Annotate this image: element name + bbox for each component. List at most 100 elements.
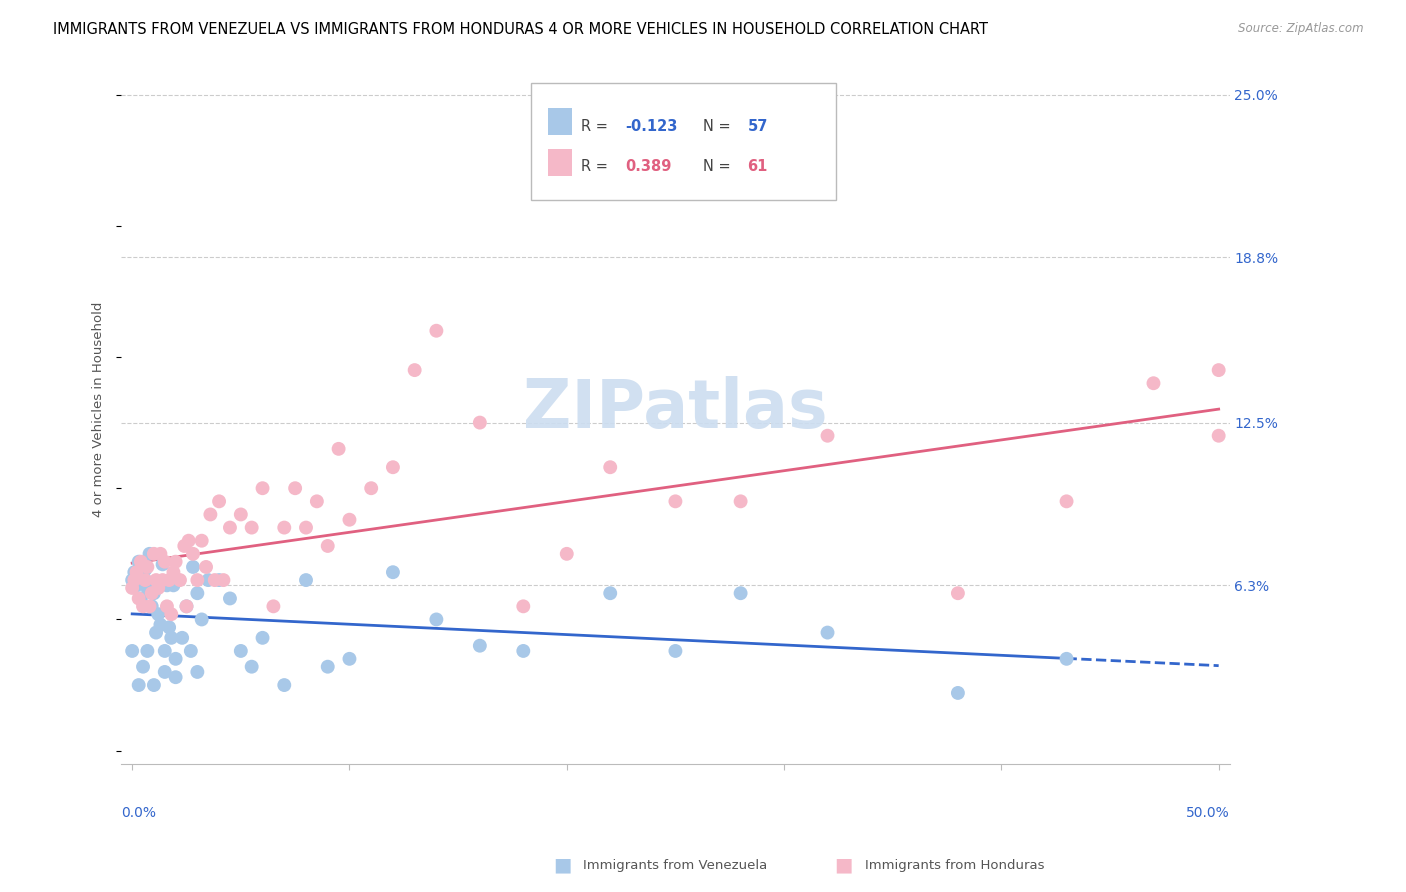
Point	[176, 599, 198, 614]
Text: IMMIGRANTS FROM VENEZUELA VS IMMIGRANTS FROM HONDURAS 4 OR MORE VEHICLES IN HOUS: IMMIGRANTS FROM VENEZUELA VS IMMIGRANTS …	[53, 22, 988, 37]
Text: 61: 61	[748, 159, 768, 174]
Point	[512, 599, 534, 614]
Point	[190, 533, 212, 548]
Point	[1142, 376, 1164, 391]
Point	[153, 555, 176, 569]
Text: N =: N =	[703, 159, 735, 174]
Text: 0.0%: 0.0%	[121, 806, 156, 821]
Point	[295, 573, 318, 587]
Point	[339, 652, 361, 666]
Point	[166, 573, 188, 587]
FancyBboxPatch shape	[531, 84, 837, 201]
Point	[360, 481, 382, 495]
Point	[208, 494, 231, 508]
Point	[181, 560, 204, 574]
Text: N =: N =	[703, 119, 735, 134]
Point	[157, 620, 180, 634]
Point	[204, 573, 226, 587]
Point	[316, 539, 339, 553]
Point	[946, 686, 969, 700]
Point	[125, 565, 148, 579]
Point	[190, 612, 212, 626]
Text: Immigrants from Honduras: Immigrants from Honduras	[865, 859, 1045, 871]
Point	[339, 513, 361, 527]
Point	[156, 578, 179, 592]
Point	[186, 586, 208, 600]
Point	[129, 555, 152, 569]
Point	[157, 573, 180, 587]
Text: ZIPatlas: ZIPatlas	[523, 376, 828, 442]
Point	[240, 520, 263, 534]
Point	[148, 607, 170, 622]
Point	[165, 670, 187, 684]
Point	[177, 533, 200, 548]
Point	[169, 573, 191, 587]
Point	[555, 547, 578, 561]
Point	[252, 481, 274, 495]
Point	[186, 665, 208, 679]
Point	[145, 573, 167, 587]
Point	[468, 416, 491, 430]
Text: ■: ■	[553, 855, 572, 875]
Point	[153, 665, 176, 679]
Point	[946, 586, 969, 600]
Point	[165, 555, 187, 569]
Point	[121, 581, 143, 595]
Point	[165, 652, 187, 666]
Text: R =: R =	[581, 159, 613, 174]
Point	[141, 586, 163, 600]
Point	[425, 612, 447, 626]
Point	[219, 520, 242, 534]
Point	[273, 520, 295, 534]
Point	[160, 607, 183, 622]
Point	[273, 678, 295, 692]
Point	[186, 573, 208, 587]
Point	[200, 508, 222, 522]
Text: 50.0%: 50.0%	[1185, 806, 1229, 821]
Point	[262, 599, 284, 614]
Point	[1056, 652, 1078, 666]
Point	[136, 644, 159, 658]
Point	[180, 644, 202, 658]
Point	[128, 678, 150, 692]
Point	[121, 644, 143, 658]
Point	[138, 599, 160, 614]
Point	[195, 560, 218, 574]
Point	[125, 578, 148, 592]
Point	[134, 573, 156, 587]
Point	[219, 591, 242, 606]
Point	[129, 591, 152, 606]
Text: 57: 57	[748, 119, 768, 134]
Bar	[548, 149, 572, 176]
Point	[730, 494, 752, 508]
Point	[252, 631, 274, 645]
Point	[149, 547, 172, 561]
Point	[173, 539, 195, 553]
Point	[132, 558, 155, 572]
Point	[128, 591, 150, 606]
Point	[149, 617, 172, 632]
Text: Source: ZipAtlas.com: Source: ZipAtlas.com	[1239, 22, 1364, 36]
Point	[305, 494, 328, 508]
Text: ■: ■	[834, 855, 853, 875]
Point	[817, 625, 839, 640]
Point	[138, 547, 160, 561]
Point	[229, 644, 252, 658]
Point	[142, 547, 165, 561]
Point	[404, 363, 426, 377]
Point	[295, 520, 318, 534]
Point	[599, 586, 621, 600]
Point	[128, 555, 150, 569]
Point	[160, 631, 183, 645]
Point	[284, 481, 307, 495]
Point	[152, 558, 174, 572]
Text: -0.123: -0.123	[626, 119, 678, 134]
Point	[664, 644, 686, 658]
Y-axis label: 4 or more Vehicles in Household: 4 or more Vehicles in Household	[93, 301, 105, 517]
Point	[134, 563, 156, 577]
Point	[162, 565, 184, 579]
Point	[176, 599, 198, 614]
Point	[136, 560, 159, 574]
Point	[142, 678, 165, 692]
Point	[229, 508, 252, 522]
